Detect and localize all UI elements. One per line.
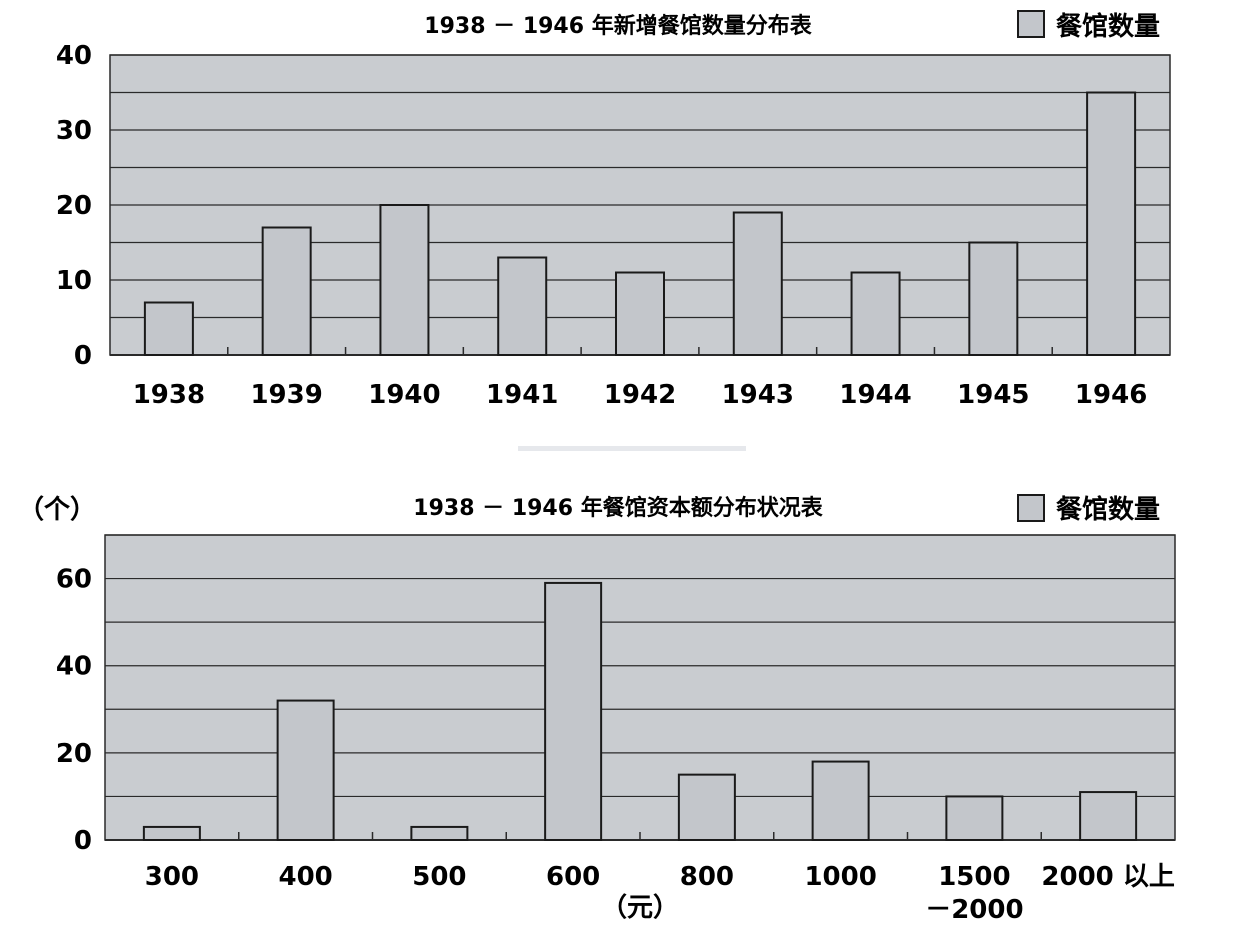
y-tick-label: 30 bbox=[56, 116, 92, 146]
x-tick-label: 600 bbox=[546, 862, 600, 892]
bar bbox=[261, 226, 312, 356]
x-tick-label: 1942 bbox=[604, 380, 676, 410]
bar bbox=[850, 271, 901, 356]
bar bbox=[945, 795, 1004, 841]
x-tick-label: 1940 bbox=[368, 380, 440, 410]
y-tick-label: 40 bbox=[56, 652, 92, 682]
bar bbox=[276, 699, 335, 841]
chart-new-restaurants: 1938 － 1946 年新增餐馆数量分布表 餐馆数量 0 10 20 30 40 193… bbox=[0, 0, 1238, 420]
bar bbox=[968, 241, 1019, 356]
x-tick-label: 1946 bbox=[1075, 380, 1147, 410]
x-tick-label: 500 bbox=[412, 862, 466, 892]
x-tick-label: 400 bbox=[278, 862, 332, 892]
x-tick-label: 800 bbox=[680, 862, 734, 892]
chart-title: 1938 － 1946 年新增餐馆数量分布表 bbox=[424, 13, 812, 39]
x-axis-unit-label: （元） bbox=[601, 893, 679, 923]
chart-new-restaurants-svg: 1938 － 1946 年新增餐馆数量分布表 餐馆数量 0 10 20 30 40 193… bbox=[56, 10, 1171, 410]
y-tick-label: 10 bbox=[56, 266, 92, 296]
x-tick-label: －2000 bbox=[925, 895, 1023, 925]
bar bbox=[142, 825, 201, 841]
x-tick-label: 1944 bbox=[839, 380, 911, 410]
x-tick-label: 2000 以上 bbox=[1041, 862, 1174, 892]
section-divider bbox=[518, 446, 746, 451]
bar bbox=[379, 204, 430, 356]
bar bbox=[811, 760, 870, 842]
chart-capital-distribution-svg: （个） 1938 － 1946 年餐馆资本额分布状况表 餐馆数量 （元） 0 20… bbox=[18, 494, 1176, 925]
plot-area bbox=[104, 534, 1176, 841]
bar bbox=[732, 211, 783, 356]
bar bbox=[677, 773, 736, 841]
y-tick-label: 40 bbox=[56, 41, 92, 71]
x-tick-label: 1939 bbox=[250, 380, 322, 410]
bar bbox=[615, 271, 665, 356]
bar bbox=[1086, 91, 1137, 356]
bar bbox=[1079, 791, 1138, 842]
y-tick-label: 60 bbox=[56, 565, 92, 595]
y-axis-unit-label: （个） bbox=[18, 495, 96, 525]
x-tick-label: 1941 bbox=[486, 380, 558, 410]
bar bbox=[410, 825, 469, 841]
bar bbox=[544, 581, 603, 842]
bar bbox=[143, 301, 194, 356]
y-tick-label: 0 bbox=[74, 341, 92, 371]
legend-label: 餐馆数量 bbox=[1056, 494, 1160, 525]
x-tick-label: 1938 bbox=[133, 380, 205, 410]
x-tick-label: 300 bbox=[145, 862, 199, 892]
legend-swatch bbox=[1017, 494, 1045, 522]
chart-title: 1938 － 1946 年餐馆资本额分布状况表 bbox=[413, 495, 823, 521]
x-tick-label: 1500 bbox=[938, 862, 1010, 892]
y-tick-label: 0 bbox=[74, 826, 92, 856]
legend-label: 餐馆数量 bbox=[1056, 11, 1160, 42]
y-tick-label: 20 bbox=[56, 191, 92, 221]
y-tick-label: 20 bbox=[56, 739, 92, 769]
bar bbox=[497, 256, 548, 356]
x-tick-label: 1943 bbox=[722, 380, 794, 410]
x-tick-label: 1000 bbox=[804, 862, 876, 892]
chart-capital-distribution: （个） 1938 － 1946 年餐馆资本额分布状况表 餐馆数量 （元） 0 20… bbox=[0, 480, 1238, 929]
legend-swatch bbox=[1017, 10, 1045, 38]
x-tick-label: 1945 bbox=[957, 380, 1029, 410]
